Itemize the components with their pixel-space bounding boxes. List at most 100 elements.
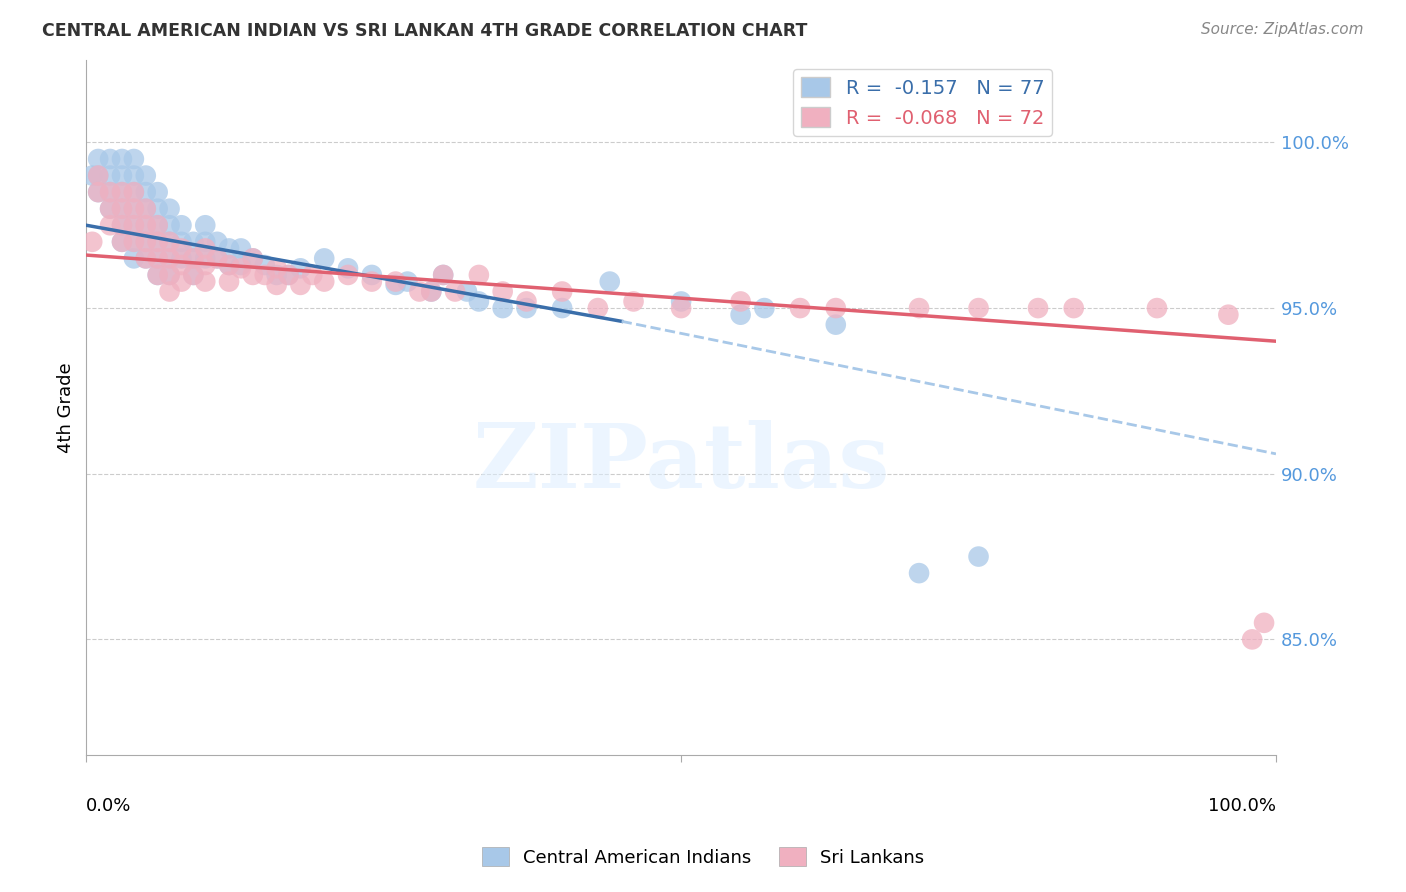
Point (205, 235, 228, 249)
Point (111, 202, 134, 216)
Point (242, 252, 264, 266)
Point (146, 185, 169, 199)
Point (515, 301, 537, 315)
Point (194, 219, 217, 233)
Point (146, 235, 169, 249)
Point (301, 268, 323, 282)
Point (135, 235, 157, 249)
Point (82, 235, 104, 249)
Point (170, 275, 193, 289)
Point (170, 219, 193, 233)
Point (122, 185, 145, 199)
Point (384, 277, 406, 292)
Point (111, 202, 134, 216)
Point (468, 294, 491, 309)
Point (183, 268, 205, 282)
Point (456, 285, 478, 299)
Point (277, 268, 299, 282)
Point (135, 202, 157, 216)
Point (194, 242, 217, 256)
Point (135, 219, 157, 233)
Point (159, 235, 181, 249)
Text: Source: ZipAtlas.com: Source: ZipAtlas.com (1201, 22, 1364, 37)
Point (170, 235, 193, 249)
Point (384, 275, 406, 289)
Point (1253, 615, 1275, 630)
Point (253, 268, 276, 282)
Point (111, 235, 134, 249)
Point (229, 242, 252, 256)
Point (146, 252, 169, 266)
Text: CENTRAL AMERICAN INDIAN VS SRI LANKAN 4TH GRADE CORRELATION CHART: CENTRAL AMERICAN INDIAN VS SRI LANKAN 4T… (42, 22, 807, 40)
Point (669, 301, 692, 315)
Point (337, 268, 360, 282)
Point (146, 202, 169, 216)
Point (242, 268, 264, 282)
Point (146, 235, 169, 249)
Point (183, 235, 205, 249)
Point (122, 169, 145, 183)
Point (135, 219, 157, 233)
Point (967, 301, 990, 315)
Point (122, 219, 145, 233)
Point (1146, 301, 1168, 315)
Point (515, 294, 537, 309)
Point (159, 285, 181, 299)
Point (360, 275, 382, 289)
Point (444, 285, 467, 299)
Point (432, 268, 454, 282)
Point (111, 152, 134, 166)
Point (754, 301, 776, 315)
Point (135, 169, 157, 183)
Point (337, 261, 360, 276)
Point (290, 261, 312, 276)
Point (967, 549, 990, 564)
Point (183, 252, 205, 266)
Point (87, 169, 110, 183)
Point (218, 242, 240, 256)
Point (122, 219, 145, 233)
Point (194, 235, 217, 249)
Point (183, 252, 205, 266)
Text: 0.0%: 0.0% (86, 797, 132, 815)
Point (159, 235, 181, 249)
Point (146, 219, 169, 233)
Point (194, 258, 217, 272)
Point (98, 185, 121, 199)
Point (1218, 308, 1240, 322)
Point (135, 252, 157, 266)
Point (170, 242, 193, 256)
Point (135, 252, 157, 266)
Point (205, 252, 228, 266)
Point (730, 308, 752, 322)
Point (159, 268, 181, 282)
Point (1026, 301, 1049, 315)
Legend: Central American Indians, Sri Lankans: Central American Indians, Sri Lankans (474, 840, 932, 874)
Point (87, 185, 110, 199)
Point (122, 252, 145, 266)
Point (396, 275, 419, 289)
Point (111, 185, 134, 199)
Point (824, 301, 846, 315)
Point (432, 268, 454, 282)
Point (87, 185, 110, 199)
Point (1241, 632, 1264, 647)
Point (170, 252, 193, 266)
Point (218, 258, 240, 272)
Point (266, 261, 288, 276)
Point (111, 185, 134, 199)
Point (492, 301, 515, 315)
Point (111, 235, 134, 249)
Point (98, 185, 121, 199)
Point (599, 275, 621, 289)
Point (314, 275, 336, 289)
Point (87, 169, 110, 183)
Point (111, 169, 134, 183)
Text: ZIPatlas: ZIPatlas (472, 419, 890, 507)
Point (146, 252, 169, 266)
Point (551, 285, 574, 299)
Point (159, 219, 181, 233)
Point (159, 252, 181, 266)
Point (122, 235, 145, 249)
Point (266, 277, 288, 292)
